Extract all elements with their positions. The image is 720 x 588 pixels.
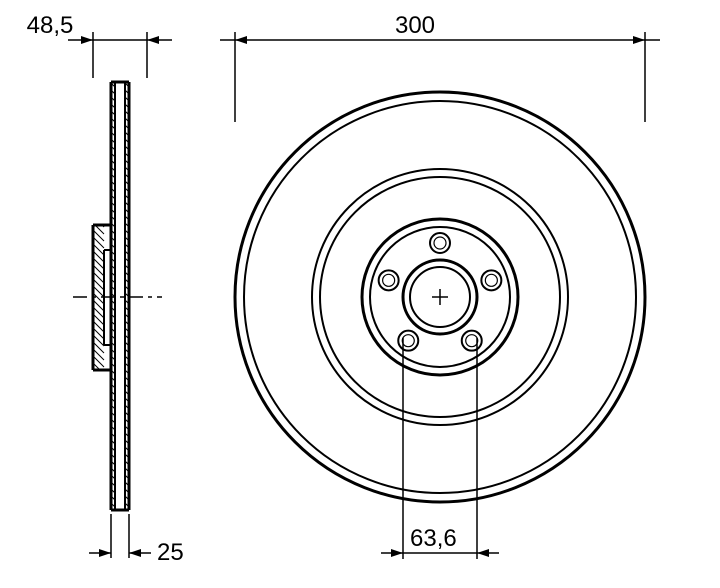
front-view: [235, 92, 645, 502]
dim-outer-diameter: 300: [395, 12, 435, 39]
dim-hub-diameter: 63,6: [410, 525, 457, 552]
side-view: [73, 82, 162, 510]
dim-disc-thickness: 25: [157, 539, 184, 566]
technical-drawing: 48,5 25 300 63,6: [0, 0, 720, 588]
dim-overall-width: 48,5: [27, 12, 74, 39]
